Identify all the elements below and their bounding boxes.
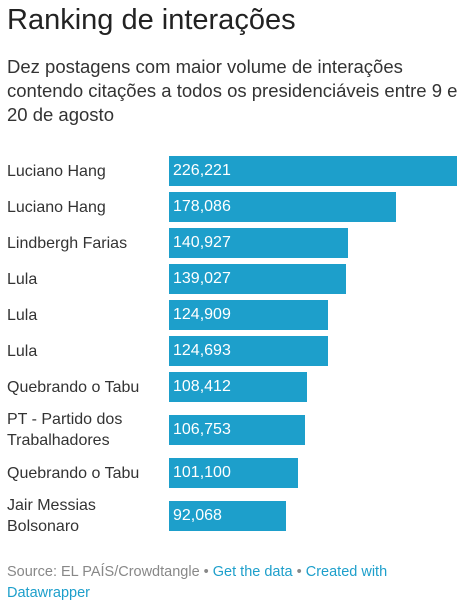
datawrapper-link[interactable]: Created with Datawrapper — [7, 564, 388, 601]
bar-label: Lula — [7, 306, 38, 324]
bar-label: Luciano Hang — [7, 162, 106, 180]
bar-value-label: 139,027 — [173, 270, 231, 287]
bar-value-label: 178,086 — [173, 198, 231, 215]
get-the-data-link[interactable]: Get the data — [212, 564, 293, 580]
bar-label: Jair Messias Bolsonaro — [7, 497, 96, 535]
bar-chart: Luciano Hang 226,221 Luciano Hang 178,086 Li… — [0, 156, 464, 546]
bar — [169, 501, 286, 531]
chart-title: Ranking de interações — [7, 4, 296, 36]
bar — [169, 415, 305, 445]
source-text: Source: EL PAÍS/Crowdtangle — [7, 564, 200, 580]
bar-label: Lula — [7, 270, 38, 288]
bar — [169, 264, 346, 294]
footer-separator: • — [296, 564, 302, 580]
bar-value-label: 226,221 — [173, 162, 231, 179]
bar-value-label: 101,100 — [173, 464, 231, 481]
bar-value-label: 140,927 — [173, 234, 231, 251]
bar-label: PT - Partido dos Trabalhadores — [7, 411, 123, 449]
bar — [169, 156, 457, 186]
bar-label: Lula — [7, 342, 38, 360]
bar-label: Lindbergh Farias — [7, 234, 128, 252]
bar — [169, 458, 298, 488]
bar-value-label: 92,068 — [173, 507, 222, 524]
bar — [169, 336, 328, 366]
bar-value-label: 124,909 — [173, 306, 231, 323]
chart-subtitle: Dez postagens com maior volume de intera… — [7, 56, 458, 125]
bar-value-label: 108,412 — [173, 378, 231, 395]
bar-value-label: 106,753 — [173, 421, 231, 438]
bar-label: Luciano Hang — [7, 198, 106, 216]
bar — [169, 372, 307, 402]
bar — [169, 192, 396, 222]
chart-footer: Source: EL PAÍS/Crowdtangle • Get the da… — [7, 562, 457, 604]
bar-value-label: 124,693 — [173, 342, 231, 359]
bar-label: Quebrando o Tabu — [7, 464, 140, 482]
footer-separator: • — [203, 564, 209, 580]
bar-label: Quebrando o Tabu — [7, 378, 140, 396]
bar — [169, 300, 328, 330]
bar — [169, 228, 348, 258]
